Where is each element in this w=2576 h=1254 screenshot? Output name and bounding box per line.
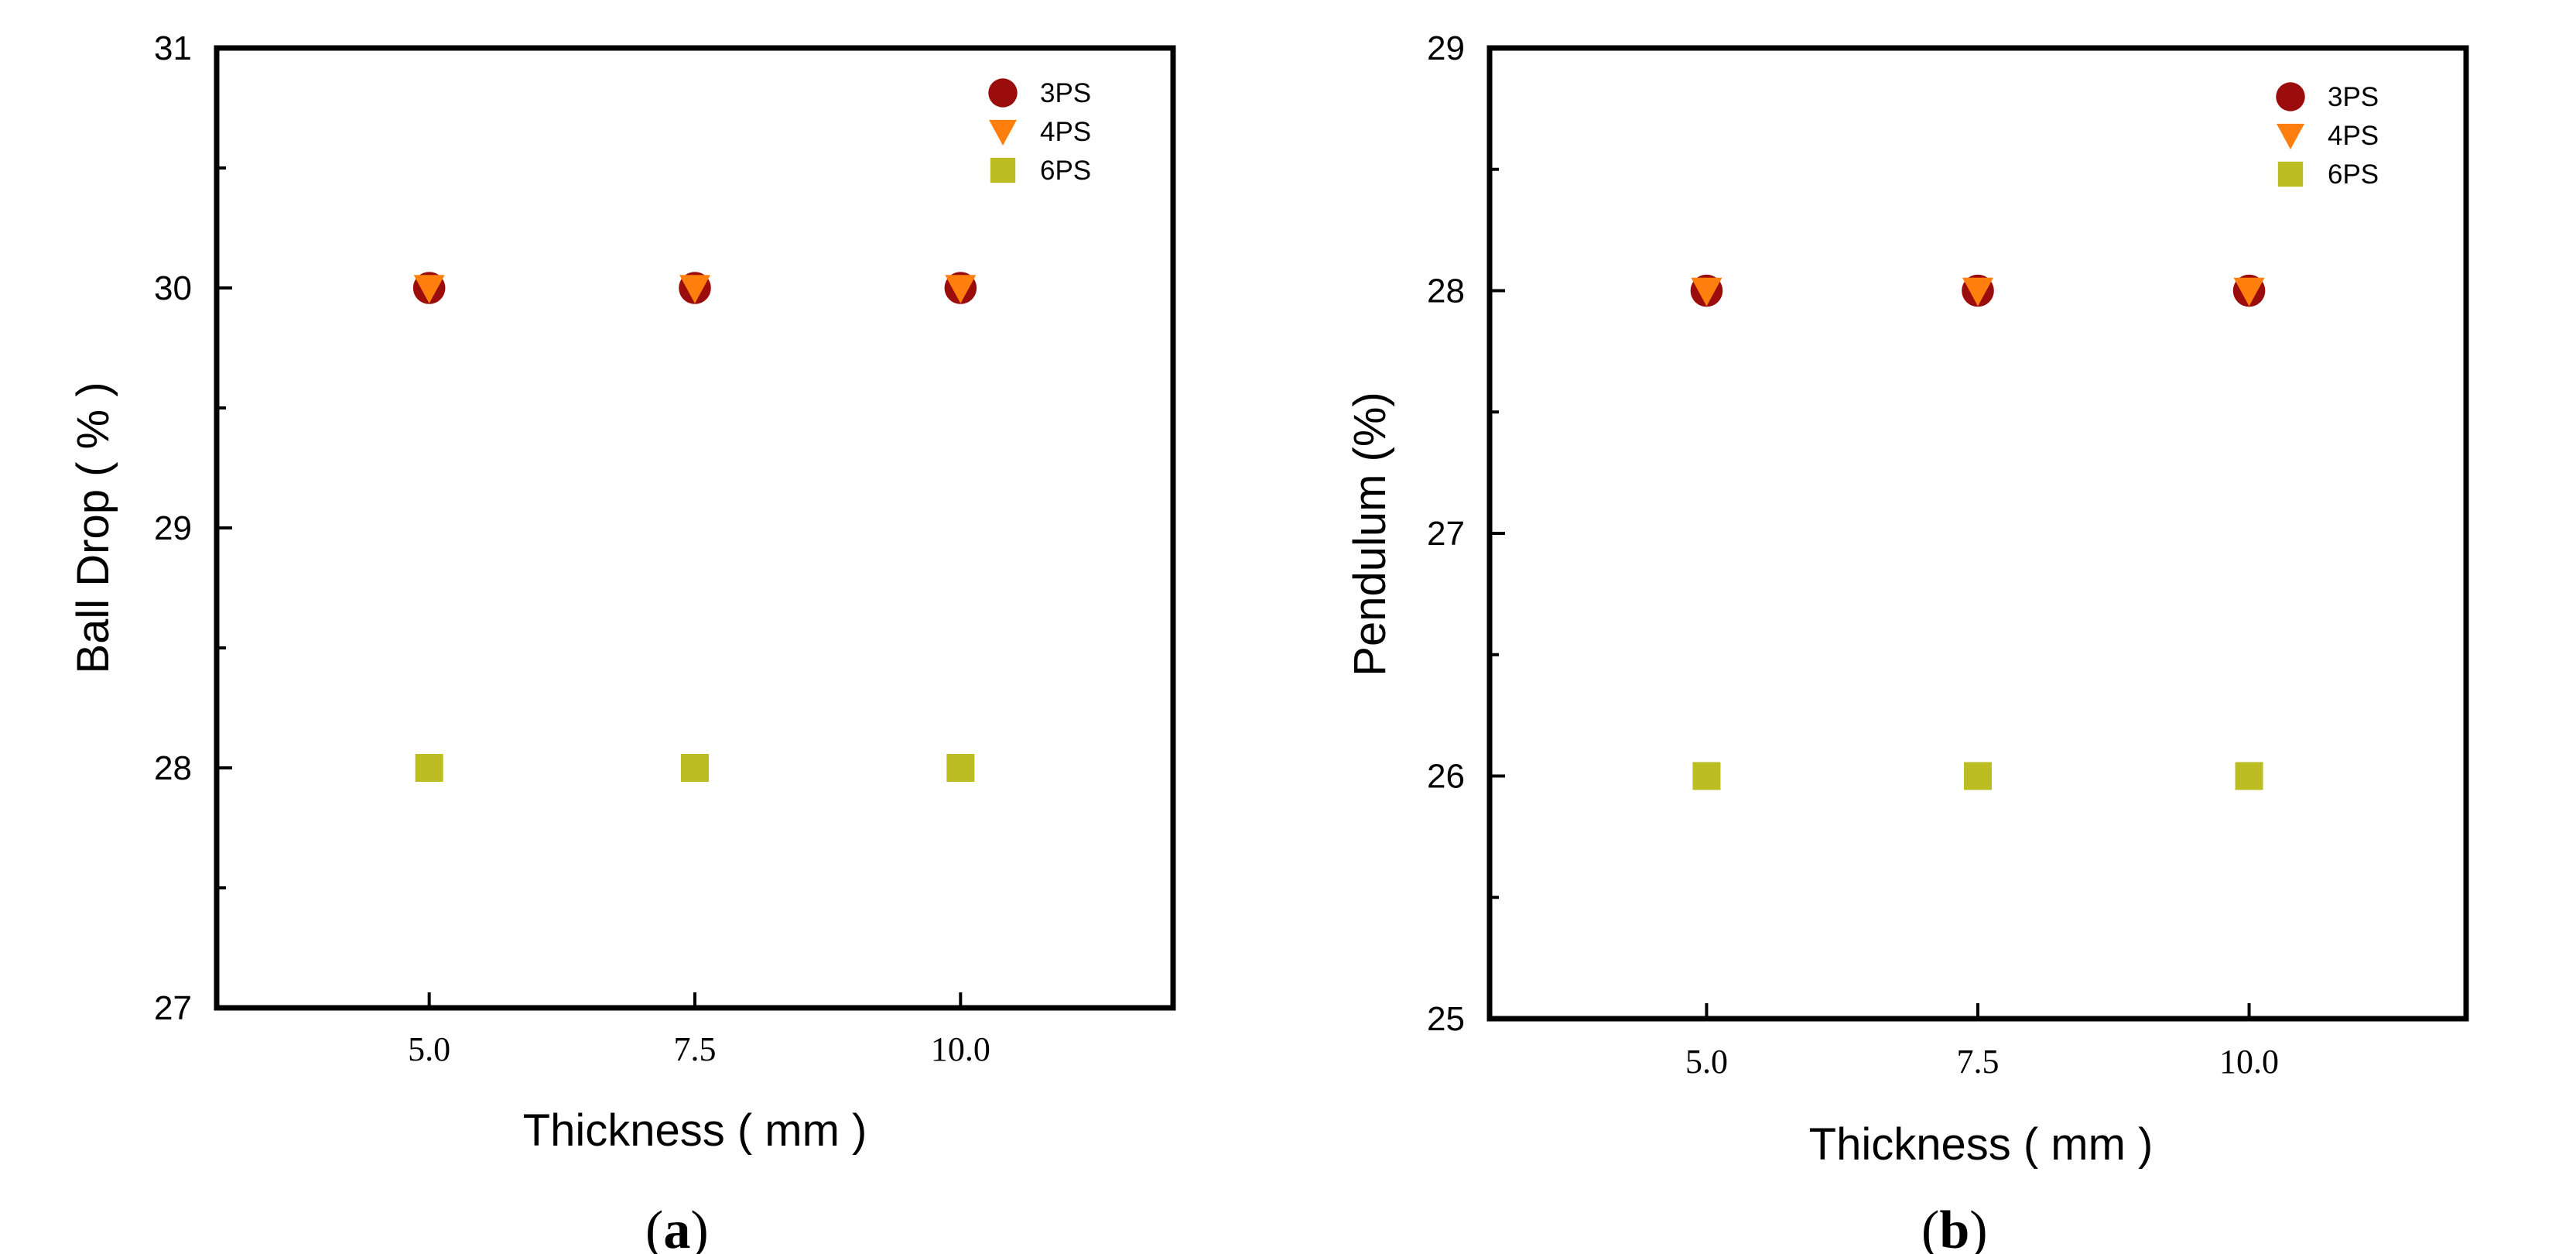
x-tick-label-a: 10.0 <box>931 1030 990 1068</box>
ticks-a <box>217 46 963 1009</box>
y-tick-label-a: 31 <box>154 29 192 67</box>
data-point-6ps-b <box>2235 762 2263 790</box>
y-tick-label-a: 28 <box>154 749 192 787</box>
plot-frame-b <box>1486 45 2469 1022</box>
data-point-6ps-b <box>1964 762 1992 790</box>
y-tick-label-a: 29 <box>154 509 192 547</box>
y-axis-title-a: Ball Drop ( % ) <box>68 382 118 673</box>
data-markers-a <box>412 272 977 782</box>
chart-panel-b: 25 26 27 28 29 5.0 7.5 10.0 3PS 4PS 6PS Thicknes… <box>1345 29 2469 1254</box>
x-tick-labels-b: 5.0 7.5 10.0 <box>1685 1043 2279 1081</box>
legend-marker-4ps-a <box>989 119 1017 146</box>
legend-marker-4ps-b <box>2277 123 2304 149</box>
legend-label-4ps-a: 4PS <box>1040 117 1091 147</box>
legend-marker-3ps-a <box>988 78 1018 108</box>
panel-letter-a: a <box>663 1201 690 1254</box>
data-point-6ps-a <box>946 754 975 782</box>
legend-label-3ps-a: 3PS <box>1040 78 1091 108</box>
legend-marker-3ps-b <box>2276 82 2305 111</box>
y-tick-label-a: 27 <box>154 989 192 1027</box>
legend-marker-6ps-a <box>990 157 1016 183</box>
ticks-b <box>1490 46 2251 1020</box>
legend-label-6ps-b: 6PS <box>2328 159 2379 190</box>
data-point-4ps-a <box>679 275 710 303</box>
panel-letter-b: b <box>1939 1201 1969 1254</box>
y-tick-labels-b: 25 26 27 28 29 <box>1427 29 1465 1038</box>
data-point-4ps-a <box>413 275 445 303</box>
x-tick-labels-a: 5.0 7.5 10.0 <box>408 1030 990 1068</box>
y-tick-label-b: 29 <box>1427 29 1465 67</box>
data-markers-b <box>1690 274 2266 790</box>
y-tick-label-a: 30 <box>154 269 192 307</box>
y-tick-label-b: 26 <box>1427 758 1465 796</box>
legend-b: 3PS 4PS 6PS <box>2276 82 2379 190</box>
legend-label-3ps-b: 3PS <box>2328 82 2379 112</box>
data-point-4ps-b <box>1691 277 1722 307</box>
y-tick-label-b: 27 <box>1427 515 1465 553</box>
panel-label-a: (a) <box>645 1201 709 1254</box>
y-tick-label-b: 28 <box>1427 272 1465 310</box>
x-tick-label-b: 5.0 <box>1685 1043 1728 1081</box>
plot-frame-a <box>214 45 1176 1011</box>
x-tick-label-b: 7.5 <box>1957 1043 2000 1081</box>
data-point-4ps-b <box>2233 277 2265 307</box>
chart-panel-a: 27 28 29 30 31 5.0 7.5 10.0 3PS 4PS 6PS Thicknes… <box>68 29 1176 1254</box>
panel-label-b: (b) <box>1921 1201 1988 1254</box>
data-point-6ps-a <box>415 754 443 782</box>
x-tick-label-b: 10.0 <box>2219 1043 2279 1081</box>
x-tick-label-a: 5.0 <box>408 1030 450 1068</box>
legend-label-6ps-a: 6PS <box>1040 156 1091 186</box>
x-tick-label-a: 7.5 <box>674 1030 717 1068</box>
data-point-4ps-a <box>945 275 977 303</box>
data-point-6ps-b <box>1692 762 1721 790</box>
legend-marker-6ps-b <box>2277 161 2304 187</box>
data-point-6ps-a <box>681 754 709 782</box>
legend-a: 3PS 4PS 6PS <box>988 78 1091 186</box>
x-axis-title-a: Thickness ( mm ) <box>523 1105 867 1156</box>
x-axis-title-b: Thickness ( mm ) <box>1809 1119 2154 1170</box>
data-point-4ps-b <box>1962 277 1993 307</box>
legend-label-4ps-b: 4PS <box>2328 121 2379 151</box>
y-tick-labels-a: 27 28 29 30 31 <box>154 29 192 1027</box>
y-axis-title-b: Pendulum (%) <box>1345 392 1395 676</box>
y-tick-label-b: 25 <box>1427 1000 1465 1038</box>
